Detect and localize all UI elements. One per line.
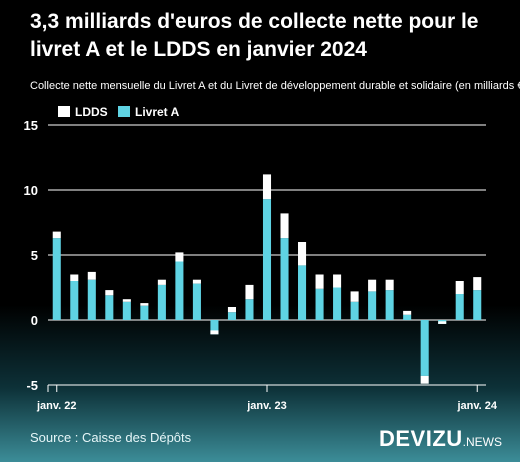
bar-ldds [227, 307, 236, 313]
source-note: Source : Caisse des Dépôts [30, 430, 192, 445]
bar-ldds [368, 279, 377, 292]
bar-ldds [70, 274, 79, 281]
bar-livret-a [473, 290, 482, 320]
logo-main-text: DEVIZU [378, 426, 463, 451]
bar-livret-a [298, 265, 307, 320]
bar-livret-a [262, 199, 272, 320]
bar-ldds [315, 274, 324, 289]
bar-livret-a [245, 299, 254, 320]
bar-ldds [87, 271, 96, 280]
legend-swatch-ldds [58, 106, 70, 117]
legend-swatch-livret-a [118, 106, 130, 117]
bar-livret-a [122, 301, 131, 320]
bar-ldds [210, 330, 219, 335]
y-axis-ticks: -5 0 5 10 15 [24, 118, 38, 393]
bar-livret-a [368, 291, 377, 320]
bar-livret-a [192, 283, 201, 320]
x-tick-label: janv. 24 [456, 400, 497, 412]
bar-ldds [122, 299, 131, 302]
bar-livret-a [140, 305, 149, 320]
x-tick-label: janv. 22 [36, 400, 77, 412]
y-tick-label: 15 [24, 118, 38, 133]
bar-ldds [385, 279, 394, 291]
bar-ldds [280, 213, 289, 239]
bar-ldds [350, 291, 359, 302]
bar-livret-a [87, 279, 96, 320]
bar-livret-a [333, 287, 342, 320]
chart-area: -5 0 5 10 15 janv. 22 janv. 23 janv. 24 LDDS Li… [24, 105, 498, 412]
logo-sub-text: .NEWS [462, 435, 502, 449]
bar-ldds [473, 277, 482, 291]
bar-livret-a [455, 294, 464, 320]
chart-subtitle: Collecte nette mensuelle du Livret A et … [30, 80, 520, 92]
bar-ldds [403, 310, 412, 315]
bar-ldds [105, 290, 114, 296]
bar-ldds [438, 321, 447, 324]
legend-label-ldds: LDDS [75, 105, 108, 119]
bar-livret-a [315, 288, 324, 320]
brand-logo: DEVIZU.NEWS [379, 426, 502, 452]
bar-livret-a [403, 314, 412, 320]
bar-livret-a [52, 238, 61, 320]
bar-ldds [175, 252, 184, 262]
x-tick-label: janv. 23 [246, 400, 287, 412]
bar-livret-a [227, 312, 236, 320]
bar-ldds [420, 375, 429, 384]
bar-ldds [52, 231, 61, 239]
bar-ldds [140, 303, 149, 306]
x-axis: janv. 22 janv. 23 janv. 24 [36, 384, 498, 412]
bar-livret-a [350, 301, 359, 320]
y-tick-label: 10 [24, 183, 38, 198]
bar-livret-a [175, 261, 184, 320]
bar-ldds [192, 279, 201, 284]
bar-livret-a [105, 295, 114, 320]
bar-ldds [333, 274, 342, 288]
bar-livret-a [210, 320, 219, 335]
bar-livret-a [70, 281, 79, 320]
y-tick-label: 5 [31, 248, 38, 263]
y-tick-label: 0 [31, 313, 38, 328]
bars [52, 174, 482, 384]
y-tick-label: -5 [26, 378, 38, 393]
bar-livret-a [420, 320, 429, 376]
bar-ldds [298, 242, 307, 266]
bar-ldds [157, 279, 166, 285]
bar-ldds [262, 174, 272, 200]
legend: LDDS Livret A [58, 105, 180, 119]
bar-livret-a [385, 290, 394, 320]
bar-livret-a [157, 284, 166, 320]
bar-ldds [455, 281, 464, 294]
bar-livret-a [280, 238, 289, 320]
bar-ldds [245, 284, 254, 300]
chart-title: 3,3 milliards d'euros de collecte nette … [30, 10, 479, 61]
legend-label-livret-a: Livret A [135, 105, 180, 119]
